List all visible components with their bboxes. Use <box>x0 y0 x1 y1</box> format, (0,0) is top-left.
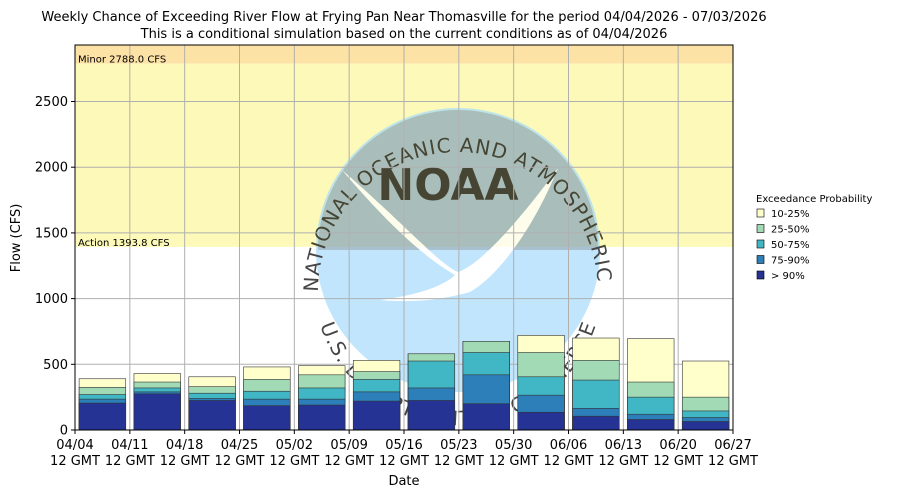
x-tick-date: 06/27 <box>714 438 751 453</box>
bar-90-week-3 <box>188 400 236 431</box>
x-tick-time: 12 GMT <box>215 454 265 469</box>
bar-90-week-5 <box>298 404 346 431</box>
x-tick-time: 12 GMT <box>324 454 374 469</box>
x-tick-date: 06/20 <box>659 438 696 453</box>
legend-swatch <box>756 208 765 218</box>
y-tick-label: 1000 <box>35 292 68 307</box>
legend: Exceedance Probability 10-25% 25-50% 50-75… <box>756 194 872 282</box>
bar-90-week-8 <box>462 403 510 431</box>
x-tick-time: 12 GMT <box>653 454 703 469</box>
y-tick-label: 500 <box>43 358 68 373</box>
bar-90-week-4 <box>243 405 291 431</box>
x-tick-date: 05/23 <box>440 438 477 453</box>
x-tick-time: 12 GMT <box>598 454 648 469</box>
grid-lines <box>75 45 733 430</box>
x-tick-time: 12 GMT <box>160 454 210 469</box>
legend-swatch <box>756 239 765 249</box>
legend-swatch <box>756 270 765 280</box>
x-tick-date: 05/09 <box>330 438 367 453</box>
bar-90-week-1 <box>78 402 127 431</box>
bar-90-week-11 <box>627 419 675 431</box>
chart-title-line1: Weekly Chance of Exceeding River Flow at… <box>41 10 766 25</box>
noaa-logo-text: NOAA <box>377 160 518 211</box>
x-tick-date: 04/04 <box>56 438 93 453</box>
noaa-logo-bird-icon <box>342 168 558 302</box>
x-tick-time: 12 GMT <box>269 454 319 469</box>
chart-title-line2: This is a conditional simulation based o… <box>140 27 668 42</box>
x-tick-date: 06/13 <box>605 438 642 453</box>
legend-label: > 90% <box>771 271 805 282</box>
x-tick-time: 12 GMT <box>50 454 100 469</box>
x-tick-date: 06/06 <box>550 438 587 453</box>
x-tick-date: 05/30 <box>495 438 532 453</box>
bar-90-week-12 <box>681 421 730 431</box>
x-tick-time: 12 GMT <box>544 454 594 469</box>
legend-label: 25-50% <box>771 225 810 236</box>
legend-swatch <box>756 224 765 233</box>
y-tick-label: 2500 <box>35 95 68 110</box>
x-tick-date: 05/16 <box>385 438 422 453</box>
y-tick-label: 2000 <box>35 161 68 176</box>
y-axis: 0 500 1000 1500 2000 2500 <box>35 95 75 439</box>
bar-90-week-6 <box>352 400 401 431</box>
y-tick-label: 1500 <box>35 226 68 241</box>
y-axis-label: Flow (CFS) <box>9 204 24 273</box>
legend-title: Exceedance Probability <box>756 194 872 205</box>
legend-label: 50-75% <box>771 240 810 251</box>
x-tick-time: 12 GMT <box>379 454 429 469</box>
bar-90-week-7 <box>407 400 456 431</box>
legend-label: 75-90% <box>771 256 810 267</box>
threshold-label-minor: Minor 2788.0 CFS <box>78 55 166 66</box>
legend-swatch <box>756 255 765 264</box>
x-tick-date: 05/02 <box>276 438 313 453</box>
threshold-labels: Minor 2788.0 CFS Action 1393.8 CFS <box>78 55 170 249</box>
threshold-label-action: Action 1393.8 CFS <box>78 238 170 249</box>
legend-label: 10-25% <box>771 209 810 220</box>
bar-90-week-9 <box>517 411 565 431</box>
x-tick-time: 12 GMT <box>105 454 155 469</box>
x-tick-date: 04/11 <box>111 438 148 453</box>
x-tick-time: 12 GMT <box>489 454 539 469</box>
y-tick-label: 0 <box>60 424 68 439</box>
bar-90-week-10 <box>572 415 620 431</box>
x-tick-date: 04/25 <box>221 438 258 453</box>
x-axis-label: Date <box>388 474 419 489</box>
bar-90-week-2 <box>133 393 181 431</box>
x-tick-date: 04/18 <box>166 438 203 453</box>
x-tick-time: 12 GMT <box>708 454 758 469</box>
x-tick-time: 12 GMT <box>434 454 484 469</box>
